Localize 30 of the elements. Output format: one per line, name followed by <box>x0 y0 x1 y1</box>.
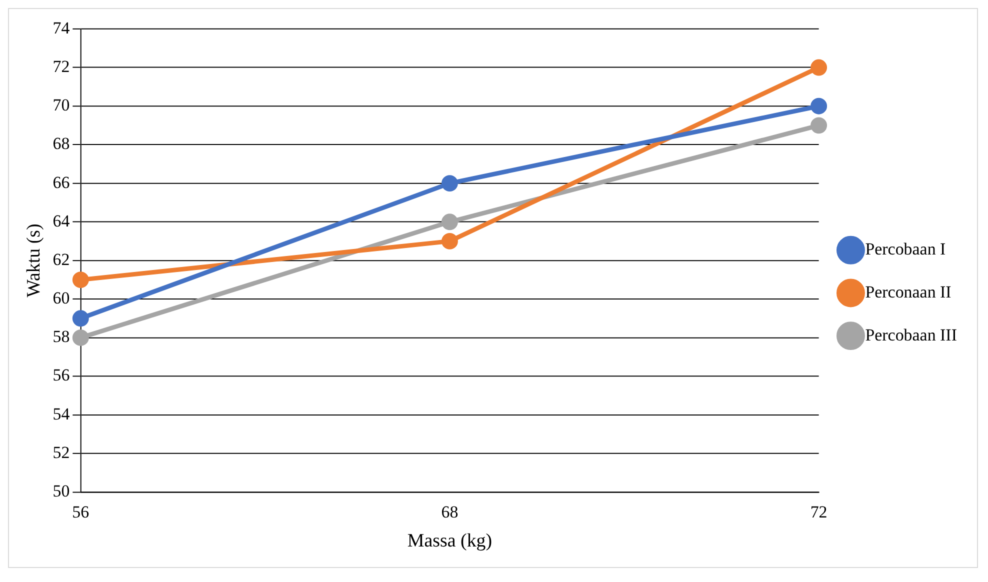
legend-label: Percobaan I <box>865 240 946 259</box>
point <box>810 98 828 114</box>
point <box>810 59 828 76</box>
y-tick-label: 54 <box>52 404 70 424</box>
point <box>441 232 458 250</box>
y-tick-label: 62 <box>52 250 70 269</box>
point <box>72 310 89 327</box>
y-tick-label: 66 <box>52 172 70 192</box>
x-axis-title: Massa (kg) <box>407 530 492 552</box>
legend-label: Percobaan III <box>865 325 958 344</box>
y-tick-label: 52 <box>52 442 70 462</box>
point <box>441 214 458 230</box>
point <box>441 175 458 192</box>
x-tick-label: 56 <box>72 502 90 522</box>
y-tick-label: 60 <box>52 288 70 308</box>
x-tick-label: 72 <box>810 502 828 522</box>
y-tick-label: 74 <box>52 18 70 38</box>
point <box>810 117 828 134</box>
y-tick-label: 68 <box>52 134 70 154</box>
point <box>72 272 89 288</box>
x-tick-label: 68 <box>441 502 458 522</box>
point <box>72 329 89 346</box>
y-tick-label: 56 <box>52 366 70 385</box>
y-axis-title: Waktu (s) <box>23 224 44 298</box>
y-tick-label: 64 <box>52 211 70 230</box>
y-tick-label: 58 <box>52 327 70 346</box>
legend-label: Perconaan II <box>865 282 952 302</box>
y-tick-label: 50 <box>52 482 70 501</box>
y-tick-label: 70 <box>52 96 70 115</box>
y-tick-label: 72 <box>52 56 70 76</box>
